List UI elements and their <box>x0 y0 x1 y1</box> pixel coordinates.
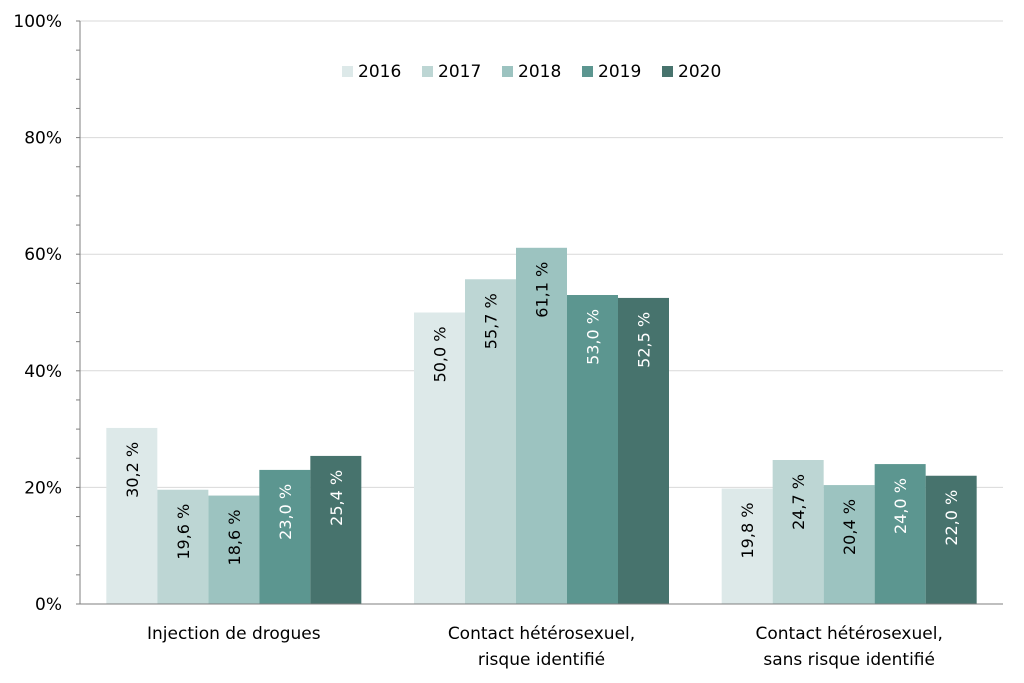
data-label: 52,5 % <box>635 312 654 368</box>
bar-2017 <box>157 489 209 604</box>
data-label: 24,7 % <box>789 474 808 530</box>
x-category-label: sans risque identifié <box>763 650 935 670</box>
x-axis-categories: Injection de drogues Contact hétérosexuel… <box>147 624 943 670</box>
bar-2020 <box>310 455 362 604</box>
data-label: 22,0 % <box>942 490 961 546</box>
legend-swatch-2017 <box>422 66 433 77</box>
axes <box>76 20 1003 605</box>
data-label: 18,6 % <box>225 510 244 566</box>
x-category-label: risque identifié <box>478 650 605 670</box>
data-label: 30,2 % <box>123 442 142 498</box>
data-label: 61,1 % <box>533 262 552 318</box>
bar-2019 <box>567 295 618 604</box>
data-label: 55,7 % <box>482 293 501 349</box>
data-label: 19,8 % <box>738 503 757 559</box>
x-category-label: Injection de drogues <box>147 624 321 644</box>
bar-2016 <box>721 488 773 604</box>
data-label: 23,0 % <box>276 484 295 540</box>
data-label: 24,0 % <box>891 478 910 534</box>
data-label: 50,0 % <box>431 327 450 383</box>
data-label: 20,4 % <box>840 499 859 555</box>
legend-swatch-2016 <box>342 66 353 77</box>
data-label: 53,0 % <box>584 309 603 365</box>
legend-label-2017: 2017 <box>438 62 481 82</box>
bar-2018 <box>516 247 567 605</box>
legend-swatch-2020 <box>662 66 673 77</box>
y-tick-label: 100% <box>13 12 62 32</box>
bar-2017 <box>772 459 824 604</box>
y-tick-label: 40% <box>24 362 62 382</box>
bars: 30,2 % 19,6 % 18,6 % 23,0 % 25,4 % 50,0 % 55,7… <box>106 247 977 605</box>
y-tick-label: 0% <box>35 595 62 615</box>
bar-2018 <box>823 485 875 604</box>
y-axis-ticks: 0% 20% 40% 60% 80% 100% <box>13 12 62 615</box>
bar-2019 <box>259 469 311 604</box>
bar-2016 <box>414 312 465 604</box>
bar-2016 <box>106 427 158 604</box>
x-category-label: Contact hétérosexuel, <box>755 624 942 644</box>
bar-2018 <box>208 495 260 604</box>
legend-label-2018: 2018 <box>518 62 561 82</box>
bar-2020 <box>925 475 977 604</box>
legend-label-2016: 2016 <box>358 62 401 82</box>
y-tick-label: 60% <box>24 245 62 265</box>
bar-2020 <box>618 297 669 604</box>
bar-2019 <box>874 464 926 604</box>
data-label: 19,6 % <box>174 504 193 560</box>
legend-swatch-2019 <box>582 66 593 77</box>
x-category-label: Contact hétérosexuel, <box>448 624 635 644</box>
legend-label-2020: 2020 <box>678 62 721 82</box>
legend-swatch-2018 <box>502 66 513 77</box>
legend-label-2019: 2019 <box>598 62 641 82</box>
bar-2017 <box>465 279 516 604</box>
y-tick-label: 20% <box>24 478 62 498</box>
y-tick-label: 80% <box>24 129 62 149</box>
data-label: 25,4 % <box>327 470 346 526</box>
legend: 2016 2017 2018 2019 2020 <box>342 62 721 82</box>
